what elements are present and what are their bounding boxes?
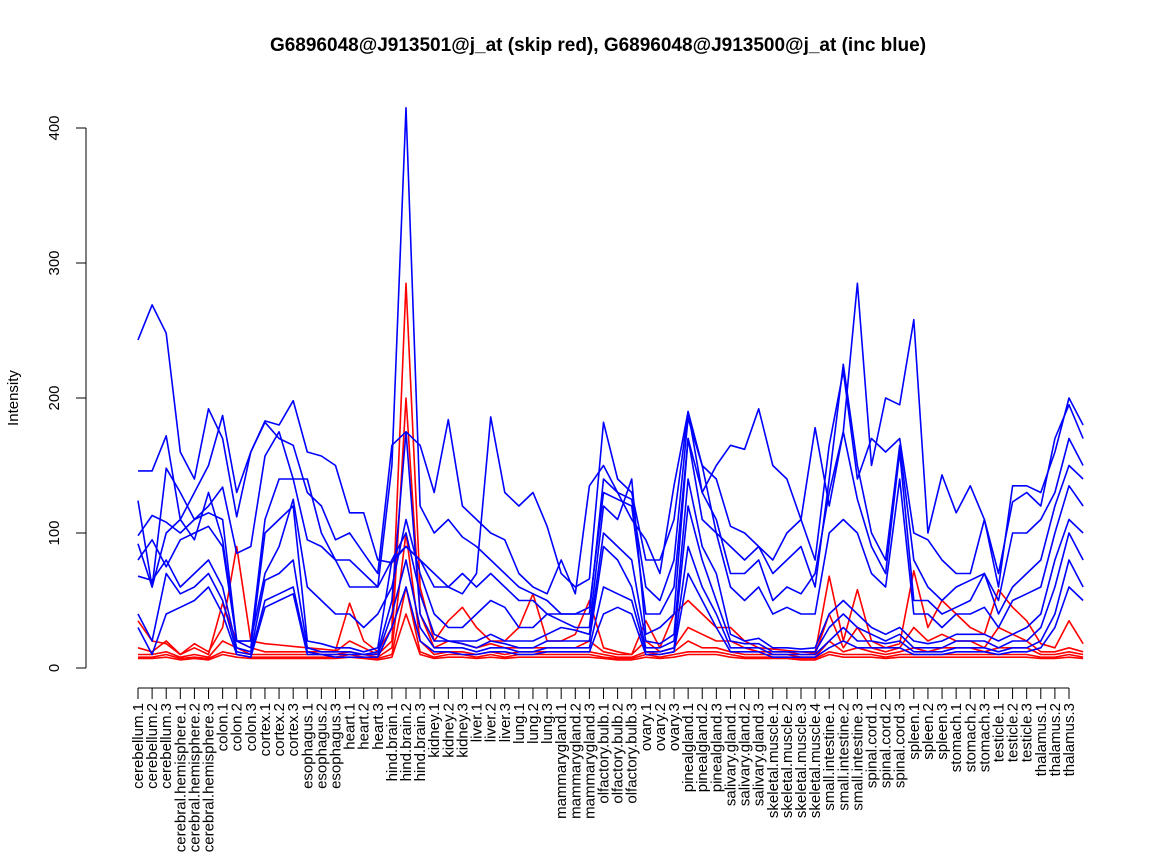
x-tick-label: olfactory.bulb.2 <box>610 703 627 804</box>
x-tick-label: spinal.cord.2 <box>878 703 895 788</box>
series-line <box>137 282 1084 656</box>
x-tick-label: heart.2 <box>356 703 373 750</box>
x-tick-label: small.intestine.2 <box>835 703 852 811</box>
x-tick-label: colon.1 <box>215 703 232 751</box>
x-tick-label: liver.3 <box>497 703 514 742</box>
series-line <box>137 107 1084 615</box>
x-tick-label: lung.2 <box>525 703 542 744</box>
x-tick-label: salivary.gland.3 <box>751 703 768 806</box>
x-tick-label: mammarygland.3 <box>581 703 598 819</box>
x-tick-label: colon.2 <box>229 703 246 751</box>
x-tick-label: cerebellum.1 <box>130 703 147 789</box>
x-tick-label: heart.3 <box>370 703 387 750</box>
y-tick-label: 100 <box>46 520 63 545</box>
y-axis-label: Intensity <box>5 370 22 426</box>
series-line <box>137 430 1084 656</box>
x-tick-label: cortex.1 <box>257 703 274 756</box>
x-tick-label: skeletal.muscle.4 <box>807 703 824 818</box>
x-tick-label: thalamus.2 <box>1047 703 1064 776</box>
x-tick-label: salivary.gland.1 <box>722 703 739 806</box>
series-line <box>138 532 1084 659</box>
x-tick-label: testicle.2 <box>1005 703 1022 762</box>
x-tick-label: cerebellum.2 <box>144 703 161 789</box>
x-tick-label: skeletal.muscle.1 <box>765 703 782 818</box>
series-line <box>137 545 1084 656</box>
x-tick-label: ovary.3 <box>666 703 683 751</box>
x-tick-label: cerebral.hemisphere.2 <box>186 703 203 852</box>
x-tick-label: testicle.1 <box>990 703 1007 762</box>
x-tick-label: skeletal.muscle.3 <box>793 703 810 818</box>
x-tick-label: small.intestine.3 <box>849 703 866 811</box>
x-tick-label: cortex.3 <box>285 703 302 756</box>
series-line <box>137 397 1084 656</box>
x-tick-label: colon.3 <box>243 703 260 751</box>
series-line <box>137 572 1084 659</box>
x-tick-label: kidney.1 <box>426 703 443 758</box>
y-tick-label: 200 <box>46 385 63 410</box>
x-tick-label: pinealgland.3 <box>708 703 725 792</box>
x-tick-label: spleen.2 <box>920 703 937 760</box>
x-tick-label: hind.brain.1 <box>384 703 401 781</box>
x-tick-label: esophagus.1 <box>299 703 316 789</box>
x-tick-label: spinal.cord.3 <box>892 703 909 788</box>
x-tick-label: spinal.cord.1 <box>864 703 881 788</box>
x-tick-label: small.intestine.1 <box>821 703 838 811</box>
x-tick-label: thalamus.1 <box>1033 703 1050 776</box>
x-tick-label: kidney.3 <box>454 703 471 758</box>
x-tick-label: stomach.2 <box>962 703 979 772</box>
x-tick-label: hind.brain.3 <box>412 703 429 781</box>
x-tick-label: stomach.3 <box>976 703 993 772</box>
x-tick-label: lung.1 <box>511 703 528 744</box>
x-tick-label: esophagus.3 <box>327 703 344 789</box>
x-tick-label: cerebral.hemisphere.3 <box>201 703 218 852</box>
series-line <box>138 370 1084 595</box>
x-tick-label: cerebellum.3 <box>158 703 175 789</box>
series-line <box>137 478 1084 653</box>
x-tick-label: stomach.1 <box>948 703 965 772</box>
x-tick-label: liver.1 <box>469 703 486 742</box>
x-tick-label: mammarygland.1 <box>553 703 570 819</box>
x-tick-label: olfactory.bulb.3 <box>624 703 641 804</box>
x-tick-label: liver.2 <box>483 703 500 742</box>
x-tick-label: pinealgland.1 <box>680 703 697 792</box>
x-tick-label: kidney.2 <box>440 703 457 758</box>
x-tick-label: heart.1 <box>342 703 359 750</box>
series-line <box>137 430 1084 642</box>
x-tick-label: salivary.gland.2 <box>737 703 754 806</box>
x-tick-label: pinealgland.2 <box>694 703 711 792</box>
plot-area <box>137 107 1084 661</box>
x-tick-label: spleen.1 <box>906 703 923 760</box>
series-line <box>137 282 1084 595</box>
x-tick-label: thalamus.3 <box>1061 703 1078 776</box>
x-tick-label: skeletal.muscle.2 <box>779 703 796 818</box>
x-tick-label: spleen.3 <box>934 703 951 760</box>
x-tick-label: esophagus.2 <box>313 703 330 789</box>
chart-title: G6896048@J913501@j_at (skip red), G68960… <box>270 35 926 56</box>
x-tick-label: olfactory.bulb.1 <box>596 703 613 804</box>
y-axis-ticks: 0 100 200 300 400 <box>46 115 86 672</box>
series-line <box>138 613 1084 661</box>
x-tick-label: cerebral.hemisphere.1 <box>172 703 189 852</box>
x-axis-ticks: cerebellum.1cerebellum.2cerebellum.3cere… <box>130 688 1078 852</box>
x-tick-label: lung.3 <box>539 703 556 744</box>
y-tick-label: 300 <box>46 250 63 275</box>
y-tick-label: 400 <box>46 115 63 140</box>
x-tick-label: mammarygland.2 <box>567 703 584 819</box>
x-tick-label: ovary.1 <box>638 703 655 751</box>
x-tick-label: testicle.3 <box>1019 703 1036 762</box>
x-tick-label: ovary.2 <box>652 703 669 751</box>
x-tick-label: hind.brain.2 <box>398 703 415 781</box>
y-tick-label: 0 <box>46 664 63 672</box>
series-line <box>137 437 1084 642</box>
x-tick-label: cortex.2 <box>271 703 288 756</box>
